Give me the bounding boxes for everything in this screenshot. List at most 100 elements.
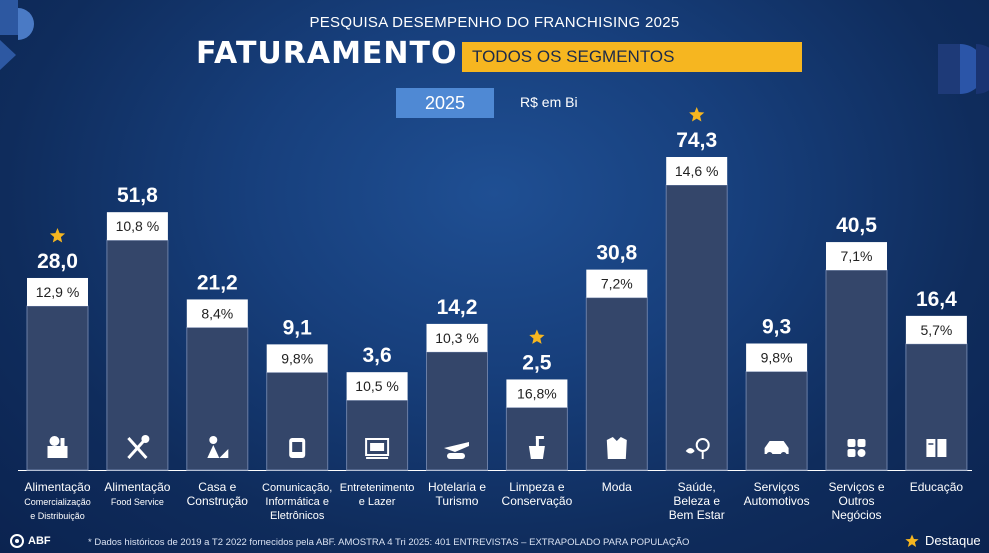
theater-icon	[365, 438, 390, 459]
highlight-star-icon	[529, 329, 545, 344]
category-label: Food Service	[111, 497, 164, 507]
value-label: 2,5	[522, 351, 552, 374]
value-label: 30,8	[596, 242, 637, 265]
growth-label-box	[506, 379, 568, 408]
bar	[825, 269, 888, 471]
category-label: Comunicação,	[262, 482, 332, 494]
corner-decoration-left	[0, 0, 34, 70]
growth-label-box	[27, 277, 88, 306]
value-label: 16,4	[916, 288, 957, 311]
category-label: Hotelaria e	[428, 480, 486, 494]
value-label: 3,6	[362, 344, 391, 367]
category-label: Entretenimento	[340, 482, 415, 494]
growth-label-box	[266, 344, 328, 373]
clothing-icon	[606, 437, 627, 459]
category-label: Moda	[602, 480, 632, 494]
bar	[426, 351, 488, 471]
growth-label-box	[186, 299, 248, 328]
category-label: Educação	[910, 480, 964, 494]
page-title: FATURAMENTO	[196, 36, 458, 71]
category-label: e Lazer	[359, 496, 396, 508]
category-label: Negócios	[831, 508, 881, 522]
cleaning-icon	[528, 436, 545, 459]
unit-label: R$ em Bi	[520, 94, 578, 110]
growth-label-box	[826, 242, 887, 271]
highlight-star-icon	[49, 228, 66, 243]
devices-icon	[289, 438, 306, 458]
bar	[346, 399, 409, 471]
value-label: 21,2	[197, 271, 238, 294]
abf-logo-mark-icon	[10, 534, 24, 548]
value-label: 40,5	[836, 214, 877, 237]
car-icon	[764, 441, 789, 458]
category-label: Alimentação	[104, 480, 170, 494]
growth-label: 7,2%	[601, 276, 633, 292]
category-label: Casa e	[198, 480, 236, 494]
footer-note: * Dados históricos de 2019 a T2 2022 for…	[88, 537, 690, 548]
category-label: Alimentação	[24, 480, 90, 494]
growth-label: 10,3 %	[435, 330, 479, 346]
legend-label: Destaque	[925, 533, 981, 548]
growth-label: 9,8%	[761, 350, 793, 366]
book-icon	[926, 439, 947, 457]
growth-label: 5,7%	[920, 322, 952, 338]
category-label: Serviços e	[828, 480, 884, 494]
category-label: e Distribuição	[30, 511, 85, 521]
value-label: 51,8	[117, 184, 158, 207]
value-label: 9,3	[762, 316, 791, 339]
growth-label-box	[586, 269, 648, 298]
beauty-icon	[685, 438, 710, 459]
value-label: 9,1	[283, 316, 313, 339]
category-label: Informática e	[265, 496, 329, 508]
bar	[745, 371, 808, 471]
category-label: Saúde,	[678, 480, 716, 494]
category-label: Outros	[838, 494, 874, 508]
utensils-icon	[127, 435, 150, 460]
growth-label: 16,8%	[517, 385, 557, 401]
bar	[106, 239, 169, 471]
category-label: Eletrônicos	[270, 510, 325, 522]
growth-label: 12,9 %	[36, 284, 80, 300]
category-label: Conservação	[502, 494, 573, 508]
category-label: Beleza e	[673, 494, 720, 508]
super-title: PESQUISA DESEMPENHO DO FRANCHISING 2025	[309, 14, 680, 31]
growth-label-box	[666, 157, 728, 185]
category-label: Comercialização	[24, 497, 91, 507]
growth-label-box	[106, 212, 168, 241]
growth-label-box	[426, 323, 488, 352]
bar	[905, 343, 968, 471]
abf-logo-text: ABF	[28, 535, 51, 547]
category-label: Serviços	[754, 480, 800, 494]
growth-label: 10,8 %	[116, 218, 160, 234]
highlight-star-icon	[689, 107, 705, 122]
bar	[186, 326, 249, 471]
growth-label: 14,6 %	[675, 163, 719, 179]
star-icon	[905, 534, 919, 547]
travel-icon	[444, 442, 469, 459]
growth-label-box	[905, 315, 967, 344]
value-label: 74,3	[676, 129, 717, 152]
value-label: 28,0	[37, 250, 78, 273]
legend: Destaque	[905, 533, 981, 548]
category-label: Automotivos	[744, 494, 810, 508]
bar	[665, 184, 728, 471]
abf-logo: ABF	[10, 534, 51, 548]
growth-label: 8,4%	[201, 305, 233, 321]
construction-icon	[207, 436, 229, 458]
grocery-icon	[47, 436, 68, 458]
services-icon	[847, 439, 866, 457]
bar	[26, 305, 89, 471]
growth-label-box	[346, 372, 408, 401]
category-label: Limpeza e	[509, 480, 565, 494]
category-label: Bem Estar	[669, 508, 725, 522]
category-label: Turismo	[436, 494, 479, 508]
growth-label: 7,1%	[841, 248, 873, 264]
growth-label: 10,5 %	[355, 378, 399, 394]
growth-label-box	[746, 343, 808, 372]
growth-label: 9,8%	[281, 350, 313, 366]
corner-decoration-right	[938, 44, 989, 94]
value-label: 14,2	[437, 296, 478, 319]
category-label: Construção	[187, 494, 249, 508]
year-badge: 2025	[396, 88, 494, 118]
